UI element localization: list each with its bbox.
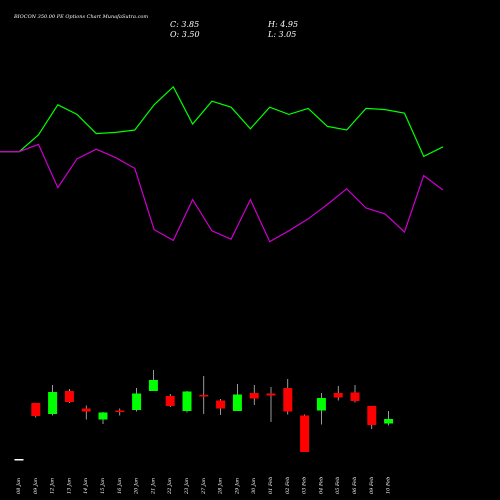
candle [148, 370, 158, 391]
x-tick-label: 01 Feb [268, 477, 274, 494]
candle [115, 408, 125, 416]
candle-body [148, 380, 158, 391]
x-tick-label: 02 Feb [285, 477, 291, 494]
candle-body [165, 396, 175, 406]
candle-body [283, 388, 293, 412]
x-axis-ticks: 08 Jan 09 Jan 12 Jan 13 Jan 14 Jan 15 Jan 16 J… [16, 477, 392, 495]
candle [132, 388, 142, 412]
candle-body [14, 459, 24, 461]
candle [14, 459, 24, 461]
x-tick-label: 12 Jan [50, 478, 56, 494]
candle-body [81, 408, 91, 412]
x-tick-label: 08 Jan [16, 478, 22, 494]
candle [31, 403, 41, 418]
x-tick-label: 06 Feb [352, 477, 358, 494]
candle [300, 414, 310, 452]
x-tick-label: 09 Jan [33, 478, 39, 494]
chart-title: BIOCON 350.00 PE Options Chart MunafaSut… [13, 14, 148, 20]
candle [98, 412, 108, 424]
candle-body [249, 393, 259, 399]
candle [81, 405, 91, 420]
candle [216, 399, 226, 415]
candle-body [232, 394, 242, 411]
candle-body [300, 415, 310, 452]
candle [64, 389, 74, 403]
candle [165, 394, 175, 407]
candle [266, 387, 276, 422]
candle [182, 391, 192, 413]
x-tick-label: 21 Jan [150, 478, 156, 495]
x-tick-label: 20 Jan [134, 478, 140, 495]
candlesticks [14, 370, 394, 461]
candle-body [216, 400, 226, 409]
candle [283, 379, 293, 415]
candle [48, 385, 58, 416]
x-tick-label: 29 Jan [234, 478, 240, 495]
candle [384, 411, 394, 426]
ohlc-low: L: 3.05 [267, 30, 296, 39]
candle-body [350, 392, 360, 401]
x-tick-label: 22 Jan [167, 478, 173, 495]
candle [333, 386, 343, 401]
candle-body [98, 412, 108, 420]
candle-body [64, 391, 74, 402]
x-tick-label: 05 Feb [335, 477, 341, 494]
x-tick-label: 13 Jan [66, 478, 72, 494]
indicator-lines [0, 85, 444, 243]
candle [367, 406, 377, 429]
candle [232, 384, 242, 411]
x-tick-label: 03 Feb [302, 477, 308, 494]
x-tick-label: 09 Feb [369, 477, 375, 494]
candle-body [132, 393, 142, 410]
ohlc-close: C: 3.85 [170, 20, 199, 29]
candle [350, 385, 360, 403]
x-tick-label: 14 Jan [83, 478, 89, 494]
ohlc-high: H: 4.95 [267, 20, 298, 29]
candle-body [199, 395, 209, 397]
candle-body [384, 419, 394, 424]
x-tick-label: 23 Jan [184, 478, 190, 495]
candle-body [48, 392, 58, 414]
candle [316, 393, 326, 425]
x-tick-label: 27 Jan [201, 478, 207, 495]
ohlc-open: O: 3.50 [170, 30, 200, 39]
candle-body [31, 403, 41, 416]
candle-body [182, 391, 192, 411]
x-tick-label: 16 Jan [117, 478, 123, 494]
x-tick-label: 10 Feb [386, 477, 392, 494]
candle-body [115, 410, 125, 412]
candle-body [316, 398, 326, 411]
candle-body [367, 406, 377, 425]
lower-indicator-line [0, 143, 444, 243]
x-tick-label: 30 Jan [251, 478, 257, 494]
candle [199, 376, 209, 414]
upper-indicator-line [0, 85, 444, 158]
candle [249, 385, 259, 405]
x-tick-label: 28 Jan [218, 478, 224, 495]
candle-body [266, 393, 276, 396]
candle-body [333, 393, 343, 398]
x-tick-label: 04 Feb [318, 477, 324, 494]
x-tick-label: 15 Jan [100, 478, 106, 494]
